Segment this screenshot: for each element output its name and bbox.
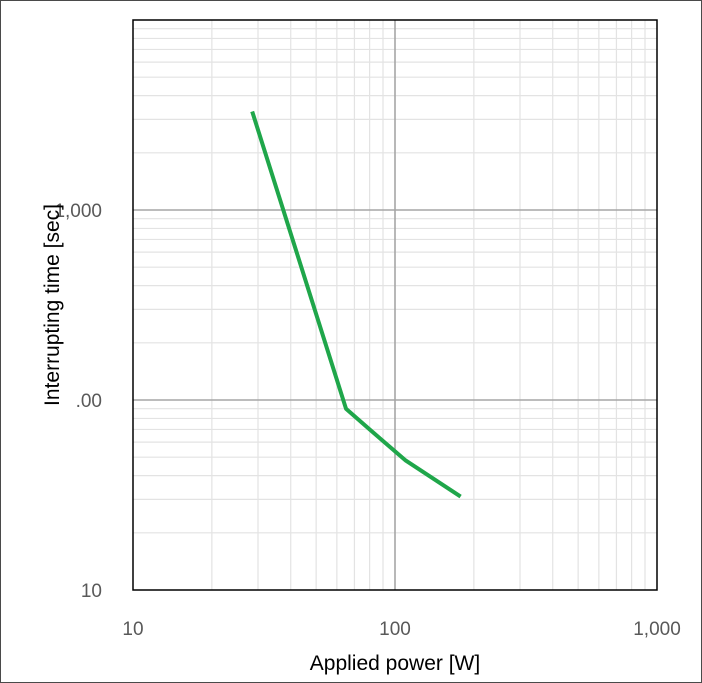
x-tick-label: 10: [122, 619, 143, 640]
x-tick-label: 1,000: [633, 619, 681, 640]
series-line: [250, 110, 462, 499]
y-axis-title: Interrupting time [sec]: [41, 204, 64, 406]
y-tick-label: 1,000: [54, 201, 102, 222]
y-tick-label: .00: [76, 391, 102, 412]
x-axis-title: Applied power [W]: [310, 652, 480, 675]
y-tick-labels: 10 .00 1,000: [54, 201, 102, 602]
x-tick-label: 100: [379, 619, 411, 640]
y-tick-label: 10: [81, 581, 102, 602]
x-tick-labels: 10 100 1,000: [122, 619, 680, 640]
major-grid: [133, 20, 657, 590]
plot-area-border: [132, 19, 658, 591]
series-layer: [250, 110, 462, 499]
